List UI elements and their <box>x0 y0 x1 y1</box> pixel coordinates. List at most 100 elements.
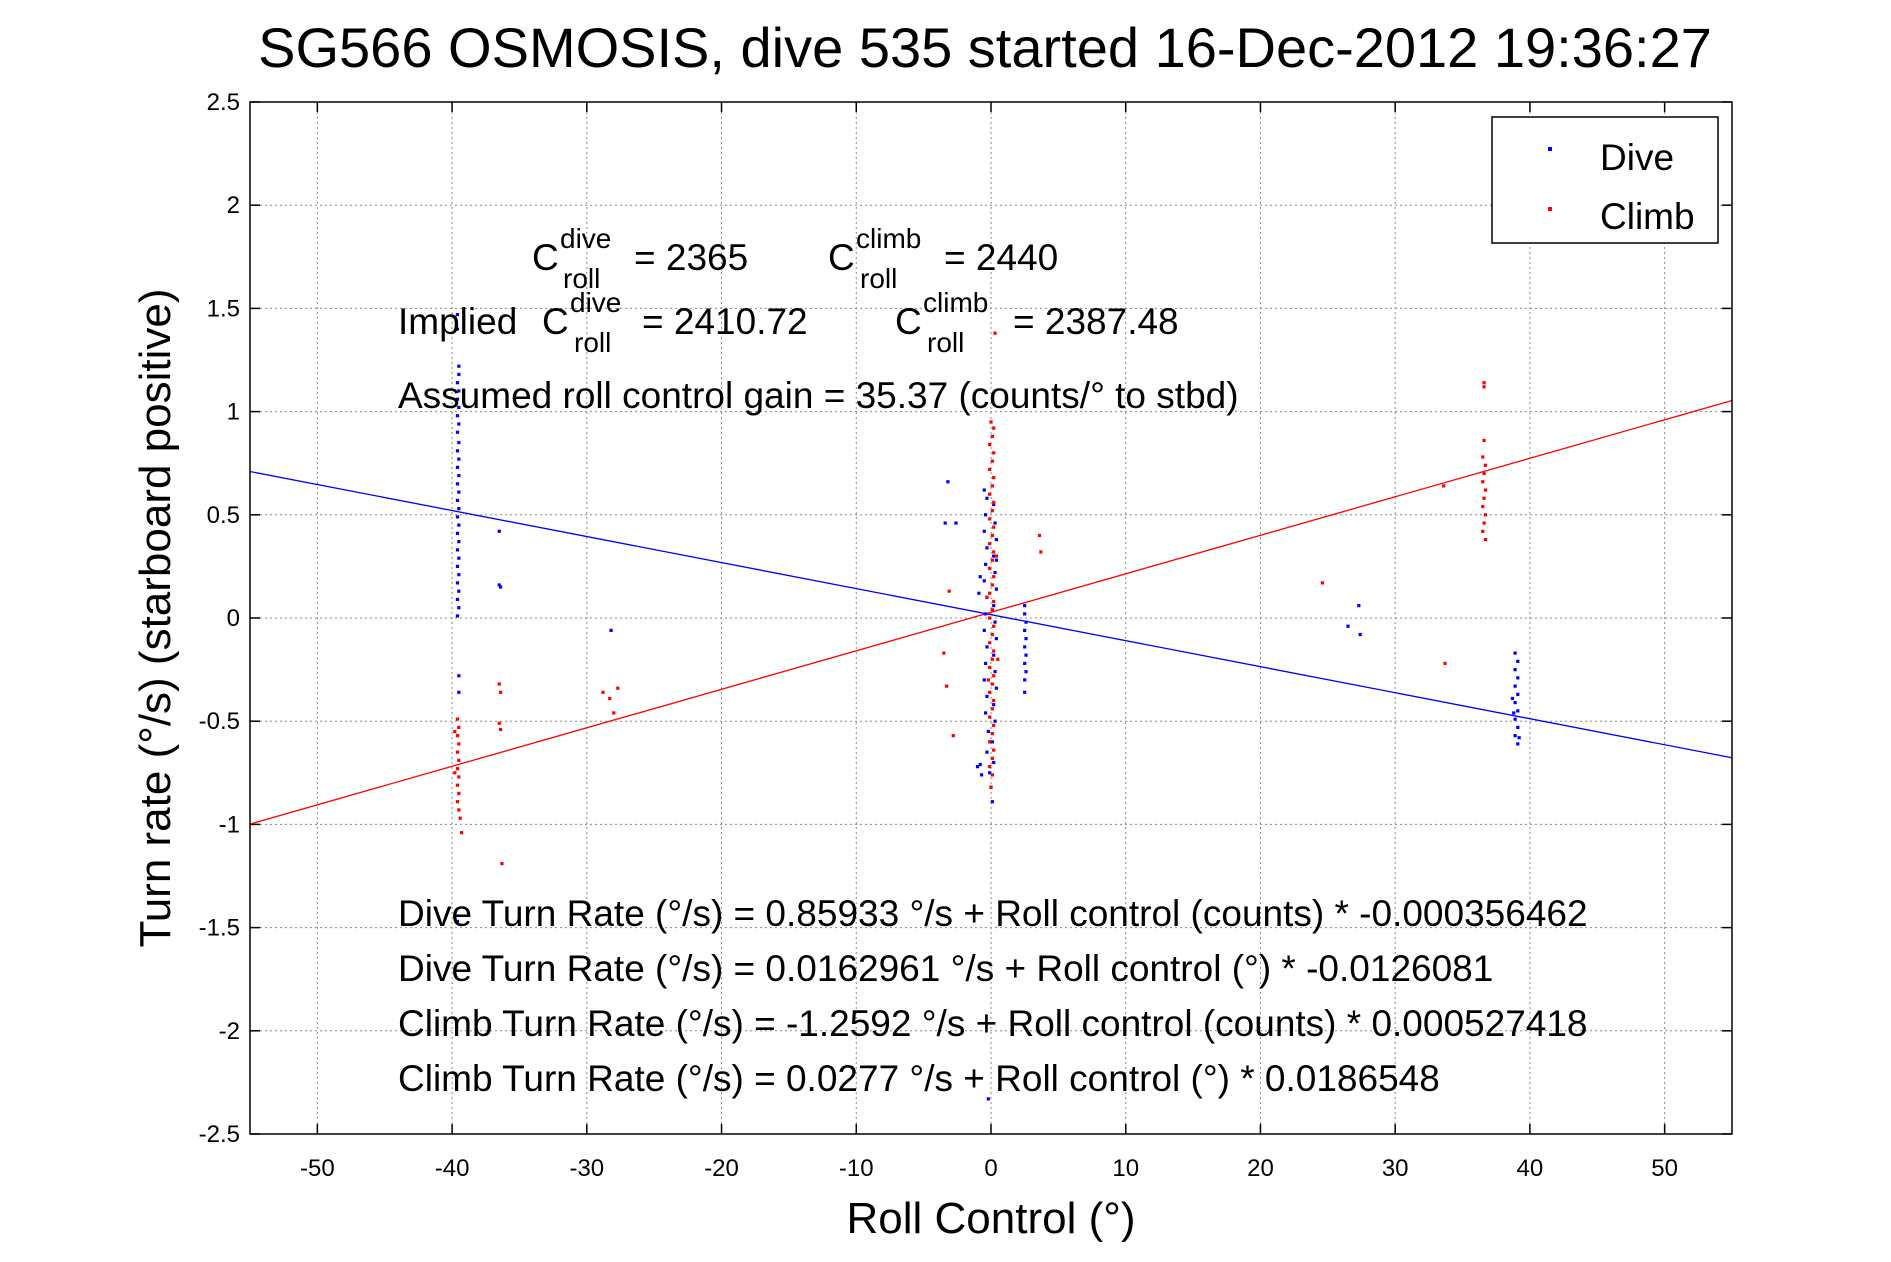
climb-point <box>996 657 1000 661</box>
dive-point <box>994 537 998 542</box>
data-points <box>453 312 1521 1101</box>
dive-point <box>1024 653 1028 657</box>
climb-point <box>988 542 992 546</box>
dive-point <box>457 372 461 377</box>
climb-point <box>988 665 992 670</box>
dive-point <box>994 637 998 641</box>
climb-point <box>1481 504 1485 509</box>
dive-point <box>984 661 988 666</box>
dive-point <box>985 496 989 500</box>
dive-point <box>984 513 988 517</box>
climb-point <box>992 599 996 604</box>
svg-text:= 2410.72: = 2410.72 <box>642 301 808 342</box>
climb-point <box>1482 521 1486 525</box>
dive-point <box>993 719 997 723</box>
y-tick-labels: -2.5 -2 -1.5 -1 -0.5 0 0.5 1 1.5 2 2.5 <box>199 89 240 1148</box>
climb-point <box>988 566 992 571</box>
climb-point <box>1483 463 1488 467</box>
dive-point <box>1516 692 1520 696</box>
x-tick-label: -40 <box>435 1155 470 1182</box>
equation-4: Climb Turn Rate (°/s) = 0.0277 °/s + Rol… <box>398 1058 1440 1099</box>
climb-point <box>458 816 462 820</box>
dive-point <box>993 620 997 624</box>
climb-point <box>1481 455 1485 459</box>
dive-point <box>457 556 461 560</box>
climb-point <box>992 476 996 480</box>
climb-point <box>1482 496 1486 500</box>
dive-point <box>609 628 613 632</box>
dive-point <box>1023 604 1027 608</box>
climb-point <box>1482 438 1486 443</box>
dive-point <box>986 1097 990 1101</box>
x-tick-label: 30 <box>1382 1155 1409 1182</box>
climb-point <box>497 721 501 725</box>
climb-point <box>612 711 616 715</box>
climb-point <box>1482 471 1486 476</box>
dive-point <box>455 614 460 618</box>
dive-point <box>1513 684 1517 688</box>
dive-point <box>1023 690 1027 694</box>
climb-point <box>990 484 994 488</box>
climb-point <box>455 734 460 738</box>
climb-point <box>990 583 994 587</box>
dive-point <box>497 529 501 533</box>
dive-point <box>1513 717 1517 721</box>
dive-point <box>985 694 989 699</box>
climb-point <box>455 767 460 771</box>
y-tick-label: -2.5 <box>199 1121 240 1148</box>
dive-point <box>457 473 461 478</box>
dive-point <box>994 587 998 591</box>
dive-point <box>992 554 996 558</box>
dive-point <box>994 558 998 562</box>
climb-point <box>990 434 994 438</box>
climb-point <box>455 750 460 754</box>
climb-point <box>990 773 994 777</box>
climb-point <box>457 758 461 763</box>
y-tick-label: -1 <box>219 811 240 838</box>
equation-3: Climb Turn Rate (°/s) = -1.2592 °/s + Ro… <box>398 1003 1588 1044</box>
climb-point <box>1481 529 1485 533</box>
plot-frame <box>249 101 1733 1135</box>
climb-point <box>992 500 996 505</box>
climb-point <box>1482 381 1486 385</box>
svg-text:= 2387.48: = 2387.48 <box>1013 301 1179 342</box>
climb-point <box>990 533 994 538</box>
dive-point <box>1358 632 1362 637</box>
dive-point <box>984 562 988 566</box>
climb-point <box>992 575 996 579</box>
climb-point <box>990 558 994 562</box>
dive-point <box>455 515 460 519</box>
dive-point <box>992 653 996 657</box>
dive-point <box>1516 725 1520 729</box>
dive-point <box>455 548 460 552</box>
dive-point <box>497 583 501 587</box>
implied-c-roll-dive-annotation: Implied C dive roll = 2410.72 <box>398 287 808 358</box>
climb-point <box>1037 533 1042 538</box>
climb-point <box>988 641 992 645</box>
dive-point <box>954 521 958 525</box>
climb-point <box>992 649 996 653</box>
dive-point <box>455 430 460 434</box>
climb-point <box>992 624 996 628</box>
svg-text:= 2440: = 2440 <box>944 237 1058 278</box>
climb-point <box>992 426 996 430</box>
climb-point <box>988 492 992 496</box>
dive-point <box>985 546 989 550</box>
dive-point <box>982 678 986 682</box>
fit-lines <box>249 399 1733 825</box>
y-tick-label: 2.5 <box>207 89 240 116</box>
dive-point <box>994 686 998 690</box>
dive-point <box>457 523 461 527</box>
dive-point <box>1516 676 1520 680</box>
climb-point <box>1483 488 1488 492</box>
svg-text:C: C <box>895 301 922 342</box>
svg-text:climb: climb <box>923 287 988 318</box>
fit-line-dive <box>249 470 1733 759</box>
dive-point <box>1516 659 1520 663</box>
legend-label-climb: Climb <box>1600 196 1695 237</box>
legend-marker-climb <box>1548 207 1552 211</box>
svg-text:C: C <box>542 301 569 342</box>
climb-point <box>498 727 503 732</box>
dive-point <box>986 729 990 734</box>
